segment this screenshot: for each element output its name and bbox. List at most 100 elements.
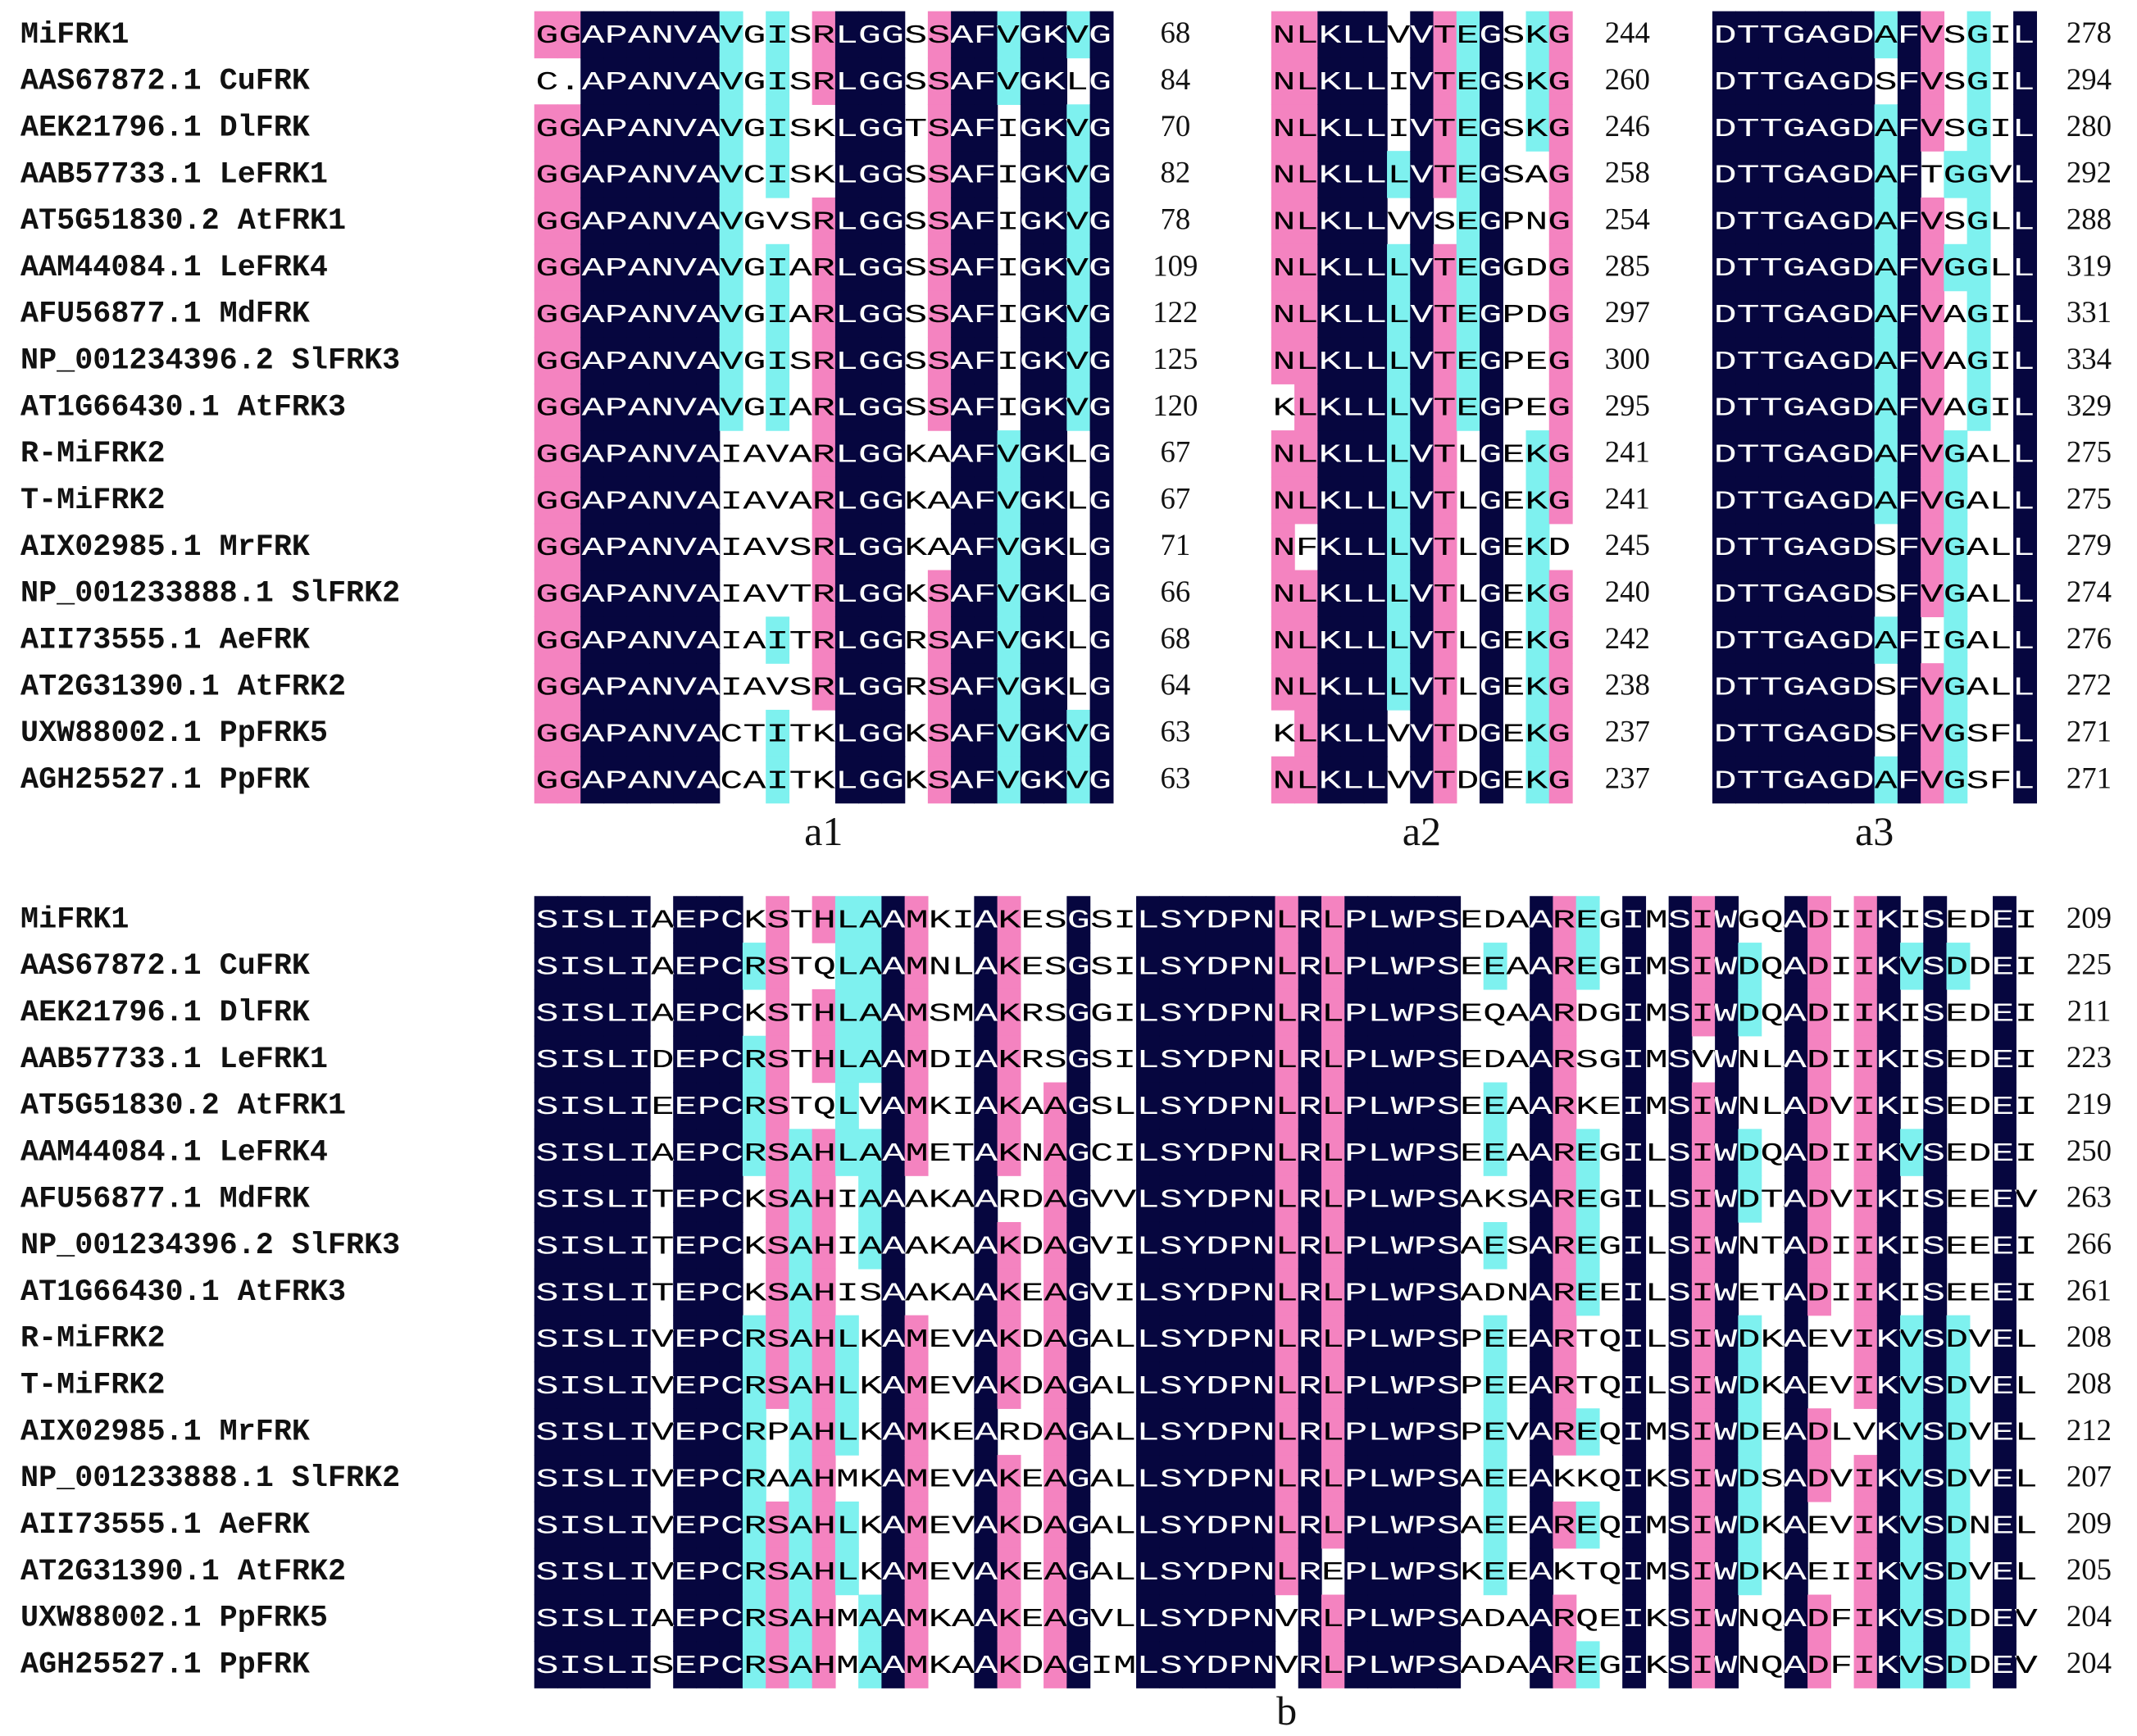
residue-shade xyxy=(557,663,581,711)
residue-number: 67 xyxy=(1160,435,1190,469)
residue-shade xyxy=(603,523,628,571)
residue-shade xyxy=(580,663,605,711)
residue-number: 274 xyxy=(2067,575,2112,608)
residue-shade xyxy=(649,243,674,292)
residue-number: 208 xyxy=(2067,1320,2112,1353)
residue-shade xyxy=(673,570,698,618)
residue-number: 78 xyxy=(1160,202,1190,235)
residue-shade xyxy=(626,337,651,384)
sequence-name: NP_001233888.1 SlFRK2 xyxy=(20,1461,400,1496)
sequence: SISLIVEPCRAAHMKAMEVAKEAGALLSYDPNLRLPLWPS… xyxy=(535,1466,2037,1495)
residue-shade xyxy=(534,523,558,571)
sequence: SISLISEPCRSAHMAAMKAAKDAGIMLSYDPNVRLPLWPS… xyxy=(535,1652,2037,1681)
residue-shade xyxy=(557,337,581,384)
sequence: SISLITEPCKSAHIAAAKAARDAGVVLSYDPNLRLPLWPS… xyxy=(535,1186,2037,1216)
sequence-name: AT2G31390.1 AtFRK2 xyxy=(20,670,346,704)
sequence: SISLIEEPCRSTQLVAMKIAKAAGSLLSYDPNLRLPLWPS… xyxy=(535,1093,2037,1122)
residue-shade xyxy=(626,104,651,152)
residue-number: 237 xyxy=(1605,761,1650,794)
residue-shade xyxy=(580,11,605,59)
residue-shade xyxy=(673,616,698,664)
sequence: SISLITEPCKSAHISAAKAAKEAGVILSYDPNLRLPLWPS… xyxy=(535,1279,2037,1308)
residue-shade xyxy=(534,476,558,525)
residue-shade xyxy=(534,570,558,618)
residue-shade xyxy=(580,243,605,292)
residue-shade xyxy=(557,756,581,804)
residue-shade xyxy=(603,151,628,198)
sequence-name: AII73555.1 AeFRK xyxy=(20,1508,311,1543)
residue-shade xyxy=(580,197,605,245)
sequence-name: MiFRK1 xyxy=(20,18,129,52)
residue-shade xyxy=(649,616,674,664)
residue-shade xyxy=(626,151,651,198)
residue-shade xyxy=(696,243,721,292)
sequence-name: UXW88002.1 PpFRK5 xyxy=(20,716,328,751)
residue-shade xyxy=(534,243,558,292)
residue-number: 246 xyxy=(1605,109,1650,143)
residue-shade xyxy=(557,197,581,245)
sequence-name: AIX02985.1 MrFRK xyxy=(20,1415,311,1449)
sequence-name: T-MiFRK2 xyxy=(20,1369,165,1403)
sequence: SISLIVEPCRSAHLKAMEVAKDAGALLSYDPNLRLPLWPS… xyxy=(535,1325,2037,1355)
block-label: a2 xyxy=(1403,808,1441,854)
residue-number: 125 xyxy=(1153,342,1198,375)
residue-shade xyxy=(626,476,651,525)
residue-shade xyxy=(534,384,558,431)
residue-shade xyxy=(649,570,674,618)
residue-shade xyxy=(673,243,698,292)
sequence-name: AAM44084.1 LeFRK4 xyxy=(20,1135,328,1170)
residue-shade xyxy=(673,290,698,339)
residue-number: 329 xyxy=(2067,389,2112,422)
residue-shade xyxy=(580,104,605,152)
residue-shade xyxy=(603,430,628,478)
residue-shade xyxy=(696,476,721,525)
sequence-name: AAB57733.1 LeFRK1 xyxy=(20,1043,328,1077)
residue-shade xyxy=(534,151,558,198)
residue-shade xyxy=(673,104,698,152)
residue-shade xyxy=(603,663,628,711)
residue-number: 242 xyxy=(1605,621,1650,655)
sequence: SISLIVEPCRSAHLKAMEVAKDAGALLSYDPNLRLPLWPS… xyxy=(535,1511,2037,1541)
residue-number: 271 xyxy=(2067,761,2112,794)
residue-number: 84 xyxy=(1160,62,1190,96)
residue-shade xyxy=(534,709,558,757)
residue-shade xyxy=(673,476,698,525)
residue-shade xyxy=(626,197,651,245)
residue-shade xyxy=(580,384,605,431)
residue-number: 271 xyxy=(2067,715,2112,748)
residue-number: 288 xyxy=(2067,202,2112,235)
residue-number: 208 xyxy=(2067,1366,2112,1400)
residue-number: 204 xyxy=(2067,1646,2112,1679)
residue-shade xyxy=(649,756,674,804)
sequence-name: AIX02985.1 MrFRK xyxy=(20,530,311,565)
residue-shade xyxy=(557,709,581,757)
sequence-name: NP_001234396.2 SlFRK3 xyxy=(20,1229,400,1263)
residue-shade xyxy=(696,11,721,59)
residue-number: 295 xyxy=(1605,389,1650,422)
residue-shade xyxy=(626,663,651,711)
residue-number: 266 xyxy=(2067,1227,2112,1261)
residue-shade xyxy=(534,11,558,59)
residue-shade xyxy=(649,290,674,339)
residue-shade xyxy=(534,663,558,711)
residue-number: 71 xyxy=(1160,528,1190,561)
residue-shade xyxy=(580,151,605,198)
sequence-name: AT1G66430.1 AtFRK3 xyxy=(20,1275,346,1310)
sequence: SISLIAEPCKSTHLAAMSMAKRSGGILSYDPNLRLPLWPS… xyxy=(535,999,2037,1029)
residue-shade xyxy=(534,430,558,478)
residue-number: 68 xyxy=(1160,621,1190,655)
sequence: SISLIVEPCRPAHLKAMKEARDAGALLSYDPNLRLPLWPS… xyxy=(535,1419,2037,1448)
sequence-name: AT1G66430.1 AtFRK3 xyxy=(20,390,346,425)
residue-number: 297 xyxy=(1605,295,1650,329)
residue-number: 63 xyxy=(1160,761,1190,794)
residue-shade xyxy=(557,11,581,59)
alignment-block: SISLIAEPCKSTHLAAMKIAKESGSILSYDPNLRLPLWPS… xyxy=(534,896,2112,1688)
residue-shade xyxy=(580,290,605,339)
residue-shade xyxy=(696,337,721,384)
sequence: SISLIAEPCRSAHMAAMKAAKEAGVLLSYDPNVRLPLWPS… xyxy=(535,1605,2037,1634)
residue-number: 334 xyxy=(2067,342,2112,375)
residue-shade xyxy=(649,384,674,431)
residue-shade xyxy=(626,616,651,664)
